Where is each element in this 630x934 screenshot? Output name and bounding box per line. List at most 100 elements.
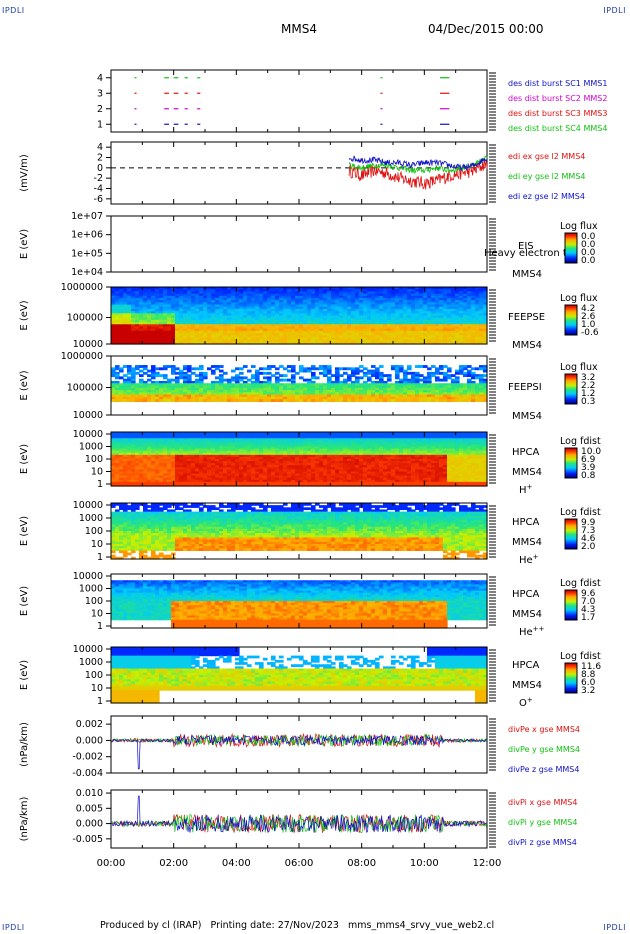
series-line bbox=[348, 158, 488, 190]
colorbar-swatch bbox=[565, 311, 577, 313]
y-tick-label: 100000 bbox=[67, 383, 103, 394]
colorbar-swatch bbox=[565, 249, 577, 251]
colorbar-tick-label: 3.9 bbox=[581, 463, 596, 473]
colorbar-swatch bbox=[565, 663, 577, 665]
colorbar-swatch bbox=[565, 305, 577, 307]
colorbar-swatch bbox=[565, 526, 577, 529]
legend-entry: edi ey gse l2 MMS4 bbox=[508, 172, 586, 181]
spectrogram-image bbox=[111, 365, 488, 402]
page-title: MMS4 bbox=[281, 22, 317, 36]
colorbar-swatch bbox=[565, 308, 577, 311]
corner-label-tl: IPDLI bbox=[2, 6, 25, 15]
colorbar-swatch bbox=[565, 397, 577, 400]
y-tick-label: 10 bbox=[91, 539, 103, 550]
colorbar-swatch bbox=[565, 325, 577, 327]
colorbar-tick-label: 4.3 bbox=[581, 605, 595, 615]
colorbar-swatch bbox=[565, 612, 577, 615]
colorbar-swatch bbox=[565, 307, 577, 310]
colorbar-swatch bbox=[565, 545, 577, 547]
colorbar-title: Log fdist bbox=[560, 578, 601, 589]
y-axis-label: (nPa/km) bbox=[19, 722, 30, 767]
colorbar-swatch bbox=[565, 382, 577, 385]
spectrogram-image bbox=[111, 287, 488, 345]
colorbar-swatch bbox=[565, 459, 577, 461]
colorbar-title: Log flux bbox=[560, 293, 598, 304]
colorbar-swatch bbox=[565, 666, 577, 669]
colorbar-swatch bbox=[565, 317, 577, 320]
legend-entry: des dist burst SC2 MMS2 bbox=[508, 94, 607, 103]
instrument-label: MMS4 bbox=[512, 269, 542, 280]
y-tick-label: 0 bbox=[97, 163, 103, 174]
y-tick-label: 3 bbox=[97, 88, 103, 99]
spectrogram-image bbox=[111, 647, 488, 704]
colorbar-swatch bbox=[565, 332, 577, 335]
y-tick-label: 100000 bbox=[67, 313, 103, 324]
colorbar-swatch bbox=[565, 595, 577, 597]
y-tick-label: 10000 bbox=[73, 500, 103, 511]
instrument-label: FEEPSI bbox=[508, 382, 542, 393]
colorbar-swatch bbox=[565, 600, 577, 602]
y-tick-label: 1 bbox=[97, 696, 103, 707]
colorbar-tick-label: 1.2 bbox=[581, 389, 595, 399]
colorbar-swatch bbox=[565, 689, 577, 691]
y-tick-label: 1 bbox=[97, 479, 103, 490]
colorbar-swatch bbox=[565, 392, 577, 395]
colorbar-swatch bbox=[565, 673, 577, 675]
y-tick-label: 10 bbox=[91, 609, 103, 620]
y-axis-label: E (eV) bbox=[19, 229, 30, 259]
colorbar-swatch bbox=[565, 240, 577, 243]
colorbar-swatch bbox=[565, 685, 577, 688]
instrument-label: MMS4 bbox=[512, 609, 542, 620]
colorbar-swatch bbox=[565, 596, 577, 598]
colorbar-swatch bbox=[565, 381, 577, 384]
colorbar-swatch bbox=[565, 598, 577, 601]
colorbar-swatch bbox=[565, 592, 577, 595]
colorbar-swatch bbox=[565, 541, 577, 544]
colorbar-swatch bbox=[565, 529, 577, 531]
colorbar-tick-label: 6.9 bbox=[581, 455, 596, 465]
y-tick-label: -4 bbox=[94, 184, 103, 195]
instrument-label: FEEPSE bbox=[508, 312, 545, 323]
instrument-label: MMS4 bbox=[512, 340, 542, 351]
colorbar-swatch bbox=[565, 536, 577, 539]
colorbar-frame bbox=[564, 662, 578, 694]
colorbar-swatch bbox=[565, 330, 577, 332]
y-tick-label: 1000 bbox=[79, 513, 103, 524]
colorbar-swatch bbox=[565, 448, 577, 450]
colorbar-swatch bbox=[565, 315, 577, 317]
legend-entry: des dist burst SC4 MMS4 bbox=[508, 124, 607, 133]
colorbar-swatch bbox=[565, 544, 577, 546]
y-axis-label: E (eV) bbox=[19, 516, 30, 546]
x-tick-label: 10:00 bbox=[410, 858, 439, 869]
colorbar-swatch bbox=[565, 591, 577, 593]
colorbar-swatch bbox=[565, 306, 577, 308]
colorbar-swatch bbox=[565, 675, 577, 678]
y-tick-label: 10000 bbox=[73, 410, 103, 421]
y-axis-label: E (eV) bbox=[19, 444, 30, 474]
colorbar-swatch bbox=[565, 331, 577, 333]
colorbar-swatch bbox=[565, 318, 577, 321]
y-tick-label: -6 bbox=[94, 194, 103, 205]
y-tick-label: 10 bbox=[91, 467, 103, 478]
species-label: H+ bbox=[519, 483, 533, 496]
colorbar-swatch bbox=[565, 238, 577, 240]
plot-date: 04/Dec/2015 00:00 bbox=[428, 22, 544, 36]
colorbar-swatch bbox=[565, 251, 577, 254]
colorbar-swatch bbox=[565, 590, 577, 592]
colorbar-swatch bbox=[565, 327, 577, 330]
colorbar-swatch bbox=[565, 326, 577, 328]
species-label: O+ bbox=[519, 696, 533, 709]
colorbar-tick-label: 2.6 bbox=[581, 312, 596, 322]
colorbar-swatch bbox=[565, 236, 577, 239]
corner-label-br: IPDLI bbox=[603, 923, 626, 932]
y-axis-label: E (eV) bbox=[19, 660, 30, 690]
colorbar-swatch bbox=[565, 233, 577, 235]
legend-entry: divPe z gse MMS4 bbox=[508, 765, 579, 774]
colorbar-swatch bbox=[565, 395, 577, 397]
y-tick-label: 1000 bbox=[79, 584, 103, 595]
colorbar-swatch bbox=[565, 396, 577, 399]
series-line bbox=[110, 734, 488, 770]
colorbar-swatch bbox=[565, 531, 577, 534]
colorbar-swatch bbox=[565, 461, 577, 464]
